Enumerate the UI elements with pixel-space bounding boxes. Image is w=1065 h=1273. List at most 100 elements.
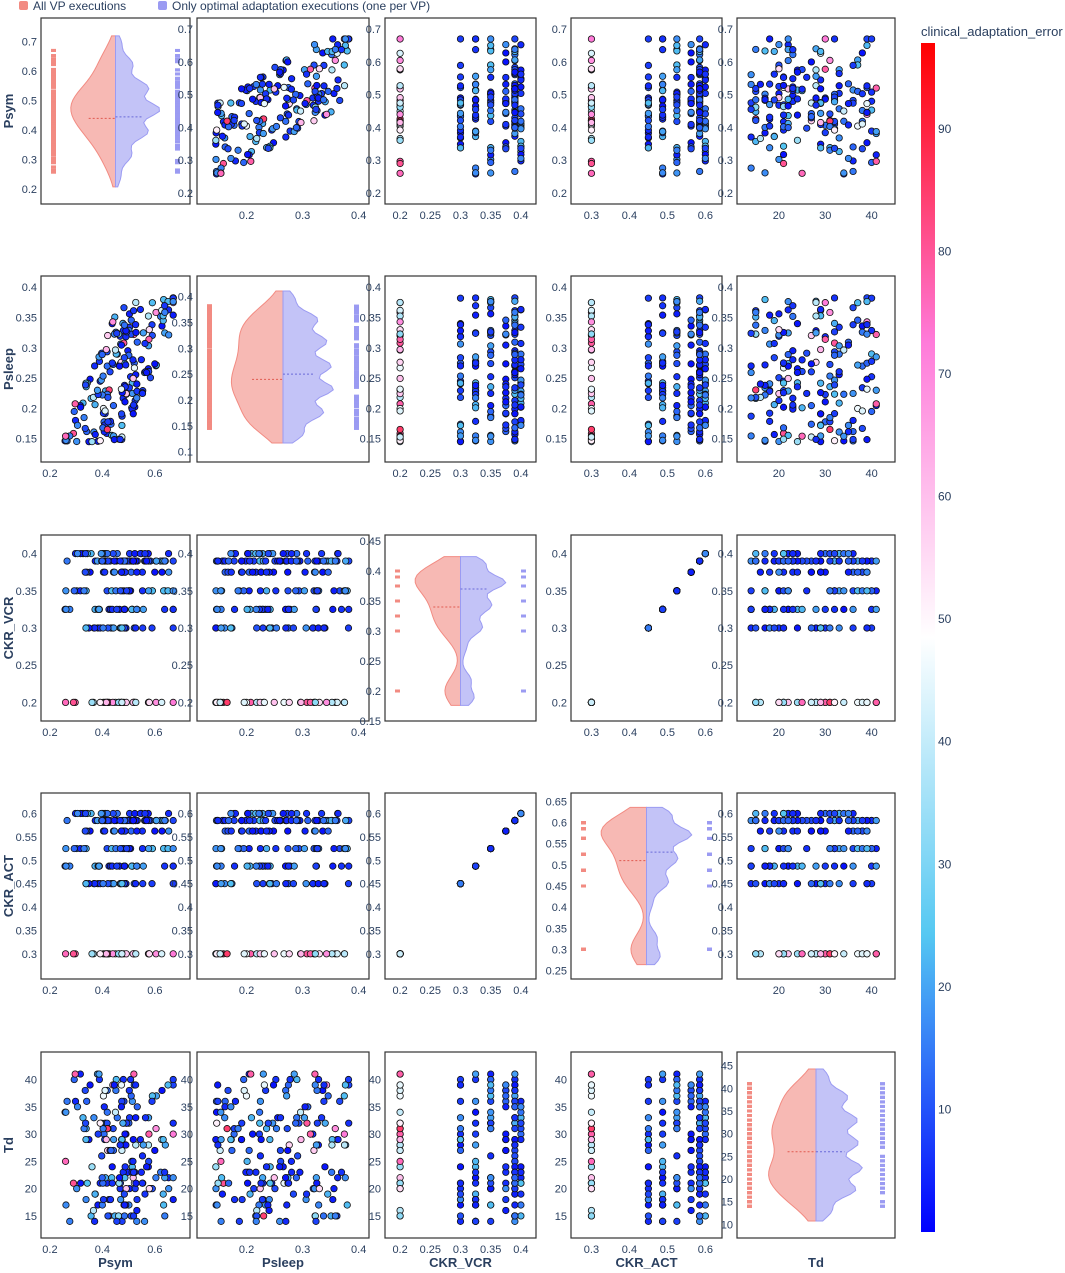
scatter-point: [324, 827, 332, 835]
scatter-point: [396, 65, 404, 73]
rug-all-vp: [395, 584, 400, 588]
scatter-point: [835, 399, 843, 407]
y-tick: 0.3: [718, 949, 733, 961]
scatter-point: [322, 950, 331, 958]
rug-all-vp: [395, 689, 400, 693]
scatter-point: [872, 698, 880, 707]
scatter-point: [257, 1179, 265, 1187]
scatter-point: [396, 169, 404, 177]
y-tick: 0.45: [360, 879, 381, 891]
scatter-point: [396, 159, 404, 168]
scatter-point: [264, 1119, 272, 1127]
scatter-point: [844, 341, 853, 349]
scatter-point: [770, 70, 778, 78]
scatter-point: [502, 827, 510, 835]
scatter-point: [100, 1103, 108, 1111]
scatter-point: [471, 127, 480, 136]
scatter-point: [396, 407, 404, 415]
scatter-point: [91, 1190, 99, 1198]
scatter-point: [283, 94, 291, 102]
y-tick: 0.3: [718, 155, 733, 167]
scatter-point: [789, 312, 797, 321]
rug-all-vp: [51, 161, 56, 165]
panel-CKR_ACT-vs-Td: 20 30 400.30.350.40.450.50.550.6: [712, 792, 896, 997]
scatter-point: [840, 698, 848, 707]
panel-Psym-vs-Td: 20 30 400.20.30.40.50.60.7: [718, 17, 896, 222]
scatter-point: [826, 308, 834, 317]
scatter-point: [282, 117, 290, 125]
scatter-point: [212, 155, 220, 164]
scatter-point: [798, 404, 806, 412]
scatter-point: [835, 428, 843, 436]
panel-Psleep-vs-CKR_VCR: 0.2 0.25 0.3 0.35 0.40.150.20.250.30.350.4: [360, 275, 537, 480]
scatter-point: [272, 880, 281, 888]
scatter-point: [328, 66, 336, 74]
scatter-point: [129, 410, 137, 418]
scatter-point: [169, 624, 177, 632]
scatter-point: [161, 557, 169, 565]
rug-all-vp: [51, 138, 56, 142]
rug-all-vp: [395, 599, 400, 603]
scatter-point: [292, 587, 300, 595]
scatter-point: [164, 549, 173, 558]
scatter-point: [817, 109, 825, 117]
rug-all-vp: [207, 359, 212, 363]
scatter-point: [285, 950, 293, 958]
panel-CKR_ACT-vs-Psym: 0.2 0.4 0.60.30.350.40.450.50.550.6: [16, 792, 191, 997]
scatter-point: [456, 387, 465, 395]
scatter-point: [803, 73, 811, 81]
rug-optimal: [521, 599, 526, 603]
scatter-point: [266, 880, 274, 888]
scatter-point: [517, 809, 525, 818]
rug-all-vp: [207, 305, 212, 309]
scatter-point: [456, 116, 465, 125]
y-tick: 0.4: [718, 282, 733, 294]
scatter-point: [511, 56, 519, 64]
scatter-point: [396, 56, 404, 65]
scatter-point: [104, 418, 112, 426]
rug-optimal: [175, 72, 180, 76]
scatter-point: [98, 816, 106, 825]
scatter-point: [110, 827, 119, 835]
scatter-point: [644, 372, 652, 380]
scatter-point: [673, 407, 681, 416]
scatter-point: [217, 169, 225, 177]
scatter-point: [487, 73, 495, 81]
scatter-point: [471, 169, 480, 177]
violin-optimal-Psleep: [282, 290, 334, 444]
scatter-point: [872, 816, 880, 825]
scatter-point: [502, 409, 510, 417]
x-tick: 0.2: [42, 727, 57, 739]
scatter-point: [248, 568, 257, 576]
scatter-point: [282, 133, 290, 141]
scatter-point: [269, 1081, 278, 1089]
scatter-point: [502, 1185, 510, 1193]
rug-all-vp: [207, 314, 212, 318]
scatter-point: [81, 1119, 90, 1127]
violin-y-tick: 0.55: [546, 839, 567, 851]
scatter-point: [793, 95, 802, 103]
scatter-point: [752, 549, 760, 558]
scatter-point: [659, 35, 667, 43]
scatter-point: [88, 698, 96, 707]
scatter-point: [798, 698, 806, 707]
scatter-point: [69, 950, 78, 958]
scatter-point: [779, 379, 788, 387]
scatter-point: [687, 145, 695, 153]
scatter-point: [151, 568, 159, 576]
rug-optimal: [521, 629, 526, 633]
scatter-point: [770, 317, 778, 325]
scatter-point: [775, 827, 783, 835]
scatter-point: [511, 297, 519, 305]
scatter-point: [687, 322, 695, 330]
scatter-point: [109, 402, 118, 410]
rug-all-vp: [207, 324, 212, 328]
scatter-point: [88, 1163, 96, 1171]
scatter-point: [770, 339, 778, 348]
scatter-point: [659, 72, 667, 80]
scatter-point: [283, 1201, 291, 1209]
rug-optimal: [707, 821, 712, 825]
rug-all-vp: [51, 134, 56, 138]
rug-all-vp: [207, 364, 212, 368]
scatter-point: [118, 880, 126, 888]
